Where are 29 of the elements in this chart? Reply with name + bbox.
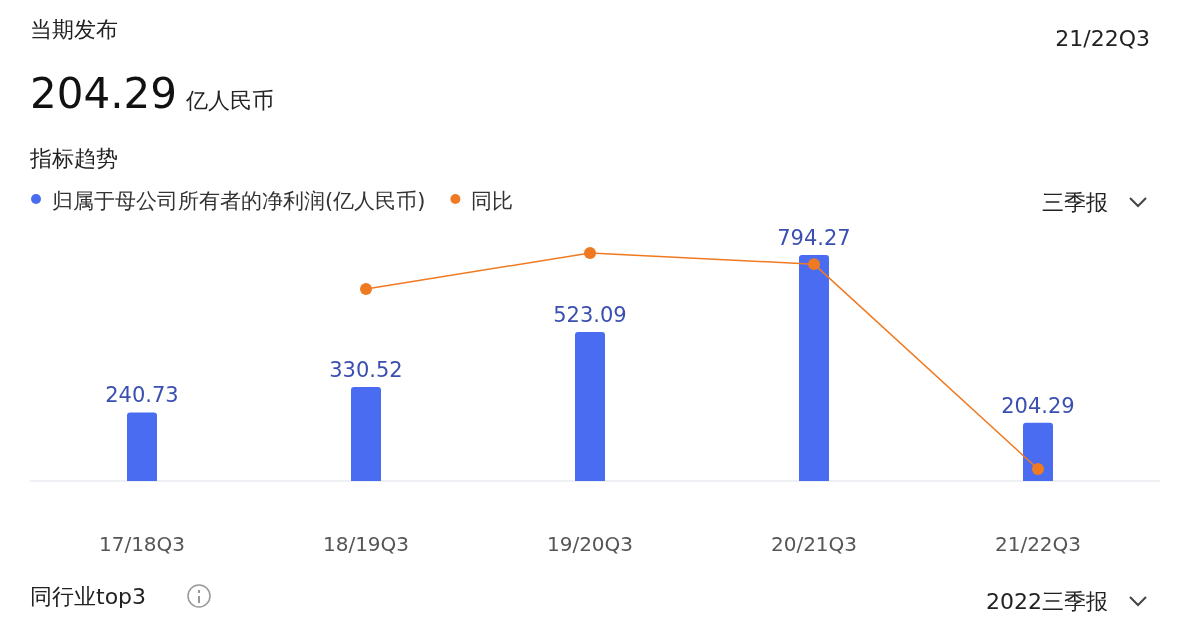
chart-title: 指标趋势 [29, 146, 118, 171]
text: 三季报 [1042, 190, 1108, 215]
x-tick-label: 19/20Q3 [546, 532, 634, 556]
x-tick-label: 21/22Q3 [994, 532, 1082, 556]
data-label: 330.52 [329, 357, 403, 382]
bar [1023, 422, 1053, 481]
point [584, 247, 596, 260]
legend-label: 归属于母公司所有者的净利润(亿人民币) [52, 189, 426, 213]
text: 同行业top3 [30, 584, 147, 609]
point [808, 258, 820, 271]
text: 21/22Q3 [1055, 26, 1150, 51]
x-tick-label: 17/18Q3 [98, 532, 186, 556]
text: 204.29 [30, 69, 177, 118]
text: 2022三季报 [986, 589, 1108, 614]
bar [799, 254, 829, 481]
bar [127, 412, 157, 481]
x-tick-label: 20/21Q3 [770, 532, 858, 556]
data-label: 794.27 [777, 225, 851, 250]
data-label: 240.73 [105, 383, 179, 408]
point [1032, 463, 1044, 476]
data-label: 523.09 [553, 303, 627, 328]
point [360, 282, 372, 295]
bar [575, 332, 605, 481]
data-label: 204.29 [1001, 393, 1075, 418]
text: 亿人民币 [185, 88, 274, 113]
bar [351, 386, 381, 481]
x-tick-label: 18/19Q3 [322, 532, 410, 556]
legend-label: 同比 [471, 189, 514, 213]
text: 当期发布 [30, 17, 118, 42]
